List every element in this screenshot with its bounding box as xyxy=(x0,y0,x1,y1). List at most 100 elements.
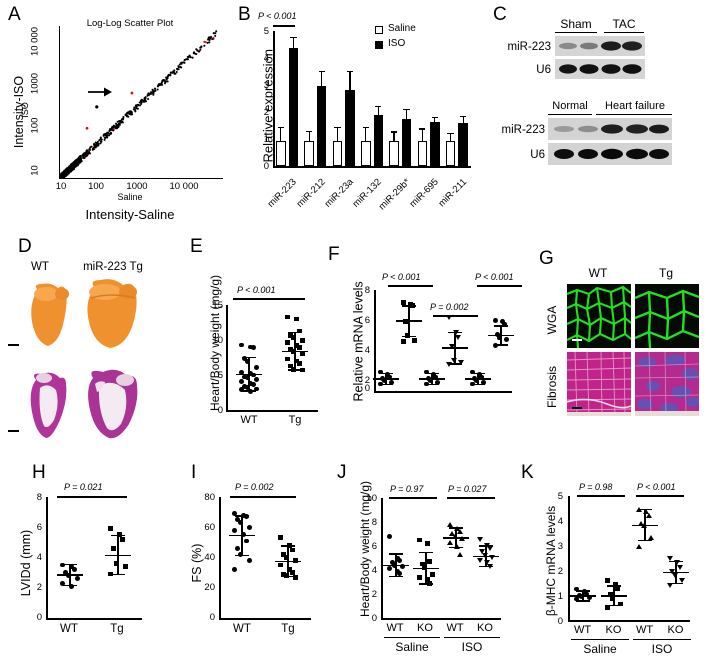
data-point xyxy=(499,319,505,324)
data-point xyxy=(110,546,116,551)
panel-b-errorbar xyxy=(336,126,339,141)
panel-b-errorbar xyxy=(365,127,367,141)
panel-b-legend-label-iso: ISO xyxy=(388,38,406,49)
panel-h-label: H xyxy=(32,462,46,483)
panel-k-xtick-3: KO xyxy=(667,624,684,636)
panel-h-ytick-2: 4 xyxy=(36,552,42,563)
panel-j-ytick-0: 0 xyxy=(371,613,377,624)
panel-b-label: B xyxy=(238,4,251,25)
data-point xyxy=(419,561,425,567)
panel-k-yaxis xyxy=(568,496,570,621)
data-point xyxy=(285,314,291,320)
panel-h-ytick-0: 0 xyxy=(36,612,42,623)
data-point xyxy=(476,537,483,543)
panel-h-ytick-1: 2 xyxy=(36,582,42,593)
panel-i-pvalue-bar xyxy=(230,496,296,498)
panel-b-errorbar xyxy=(450,132,452,141)
data-point xyxy=(430,372,436,377)
data-point xyxy=(454,544,460,550)
data-point xyxy=(246,558,252,563)
data-point xyxy=(474,377,480,383)
sd-cap xyxy=(638,539,652,542)
panel-b-bar xyxy=(332,140,343,166)
panel-b-category-label: miR-211 xyxy=(436,176,469,210)
data-point xyxy=(251,382,257,388)
panel-b-errorbar xyxy=(434,116,436,123)
panel-j-group-iso: ISO xyxy=(461,640,483,654)
data-point xyxy=(400,300,406,305)
data-point xyxy=(457,360,464,366)
panel-b-errorbar xyxy=(280,126,282,141)
data-point xyxy=(405,333,411,338)
panel-e-xtick-tg: Tg xyxy=(288,414,302,426)
data-point xyxy=(74,576,80,582)
panel-b-bar xyxy=(304,140,314,166)
panel-j-pvalue-bar-0 xyxy=(389,497,437,499)
panel-h-pvalue: P = 0.021 xyxy=(64,482,103,492)
data-point xyxy=(285,356,291,362)
sd-cap xyxy=(288,331,302,333)
panel-b-errorcap xyxy=(375,106,382,108)
panel-b-category-labels: miR-223 miR-212 miR-23a miR-132 miR-29b* miR-… xyxy=(266,168,473,226)
data-point xyxy=(612,581,618,587)
data-point xyxy=(397,571,403,576)
panel-i-xtick-wt: WT xyxy=(233,623,251,635)
panel-b-xaxis xyxy=(273,166,471,168)
data-point xyxy=(234,517,240,523)
data-point xyxy=(299,367,305,373)
panel-b-errorcap xyxy=(431,116,438,118)
panel-f-datapoints xyxy=(373,290,514,391)
panel-i-label: I xyxy=(191,462,197,483)
sd-cap xyxy=(576,600,590,602)
panel-i: I P = 0.002 FS (%) 80 60 40 20 0 WT Tg xyxy=(175,458,335,668)
panel-a-xtick-3: 10 000 xyxy=(169,181,199,192)
panel-c-top-row-mir223: miR-223 xyxy=(507,41,551,53)
panel-f-yaxis xyxy=(374,290,376,392)
panel-b-errorbar xyxy=(393,131,395,141)
data-point xyxy=(394,568,400,574)
panel-k-xtick-1: KO xyxy=(605,624,622,636)
panel-h-pvalue-bar xyxy=(57,496,127,498)
data-point xyxy=(456,528,463,534)
data-point xyxy=(239,387,245,393)
data-point xyxy=(286,543,292,548)
panel-j-ytick-3: 6 xyxy=(371,541,377,552)
data-point xyxy=(453,330,459,336)
panel-b-errorcap xyxy=(447,132,454,134)
panel-b-bar xyxy=(458,123,468,166)
data-point xyxy=(253,364,259,370)
panel-a-ytick-1: 100 xyxy=(29,117,41,134)
data-point xyxy=(476,372,482,377)
panel-b-legend-swatch-saline xyxy=(375,26,383,34)
panel-b-ytick-5: 5 xyxy=(263,26,269,37)
panel-i-ytick-2: 40 xyxy=(204,552,215,563)
panel-k-pvalue-bar-1 xyxy=(636,495,684,497)
panel-j-xaxis xyxy=(381,618,501,620)
panel-e-pvalue: P < 0.001 xyxy=(237,285,276,295)
panel-b-bar xyxy=(445,140,456,166)
data-point xyxy=(287,347,293,353)
panel-b-errorcap xyxy=(390,131,398,133)
panel-e-ytick-1: 5 xyxy=(217,370,223,381)
panel-b-ytick-2: 2 xyxy=(263,107,269,118)
panel-b-legend-label-saline: Saline xyxy=(388,23,416,34)
data-point xyxy=(417,537,423,543)
data-point xyxy=(432,374,438,380)
data-point xyxy=(446,521,453,527)
data-point xyxy=(581,589,587,594)
panel-g-wga-tg-image xyxy=(635,284,699,348)
panel-c-top-row-u6: U6 xyxy=(536,64,551,76)
data-point xyxy=(387,566,393,572)
panel-k-pvalue-bar-0 xyxy=(577,495,625,497)
data-point xyxy=(62,570,68,575)
data-point xyxy=(403,319,409,324)
panel-c-top-group-tac: TAC xyxy=(612,17,636,31)
panel-a-xtick-2: 1000 xyxy=(126,181,148,192)
data-point xyxy=(489,555,495,561)
data-point xyxy=(284,555,290,560)
panel-j-yaxis xyxy=(381,498,383,619)
data-point xyxy=(287,333,293,339)
panel-k-pvalue-1: P < 0.001 xyxy=(637,482,676,492)
panel-b-bar xyxy=(417,140,428,166)
panel-h: H P = 0.021 LVIDd (mm) 8 6 4 2 0 WT Tg xyxy=(0,458,175,668)
